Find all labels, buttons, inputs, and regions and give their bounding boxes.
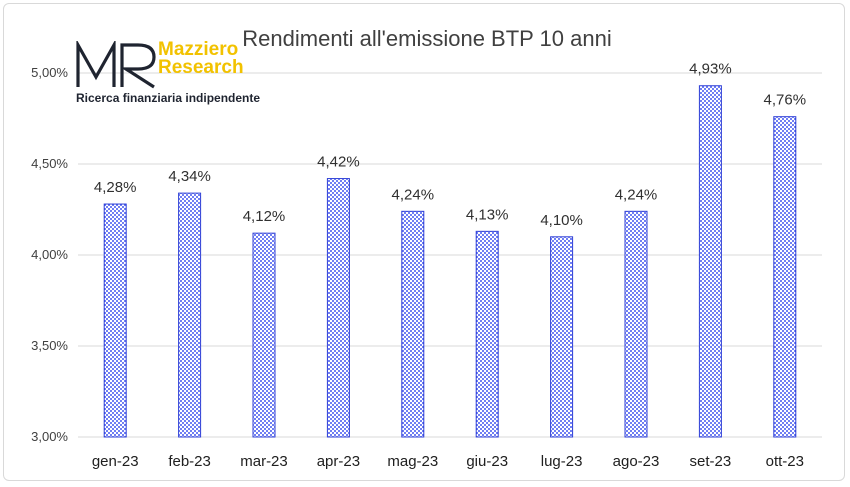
x-category-label: mar-23 bbox=[240, 453, 288, 470]
data-labels: 4,28% 4,34% 4,12% 4,42% 4,24% 4,13% 4,10% 4,24%… bbox=[94, 61, 806, 229]
brand-name-line2: Research bbox=[158, 57, 244, 78]
data-label: 4,34% bbox=[168, 168, 211, 185]
brand-name: Mazziero Research bbox=[158, 39, 244, 78]
x-category-label: feb-23 bbox=[168, 453, 211, 470]
y-axis-ticks: 3,00% 3,50% 4,00% 4,50% 5,00% bbox=[31, 65, 68, 444]
x-axis-categories: gen-23 feb-23 mar-23 apr-23 mag-23 giu-23 lug-… bbox=[92, 453, 804, 470]
data-label: 4,28% bbox=[94, 179, 137, 196]
y-tick-label: 4,00% bbox=[31, 247, 68, 262]
x-category-label: set-23 bbox=[690, 453, 732, 470]
bar bbox=[178, 192, 202, 438]
data-label: 4,12% bbox=[243, 208, 286, 225]
bar bbox=[550, 236, 574, 438]
x-category-label: ago-23 bbox=[613, 453, 660, 470]
brand-name-line1: Mazziero bbox=[158, 39, 239, 60]
x-category-label: ott-23 bbox=[766, 453, 804, 470]
bar bbox=[401, 210, 425, 438]
data-label: 4,76% bbox=[764, 92, 807, 109]
mazziero-logo-icon bbox=[76, 41, 156, 89]
y-tick-label: 5,00% bbox=[31, 65, 68, 80]
bar bbox=[326, 178, 350, 438]
bar bbox=[103, 203, 127, 438]
gridlines bbox=[78, 72, 822, 438]
y-tick-label: 3,50% bbox=[31, 338, 68, 353]
x-category-label: mag-23 bbox=[387, 453, 438, 470]
bar bbox=[475, 230, 499, 438]
data-label: 4,10% bbox=[540, 212, 583, 229]
data-label: 4,24% bbox=[615, 186, 658, 203]
y-tick-label: 4,50% bbox=[31, 156, 68, 171]
y-tick-label: 3,00% bbox=[31, 429, 68, 444]
chart-title: Rendimenti all'emissione BTP 10 anni bbox=[242, 26, 611, 51]
x-category-label: apr-23 bbox=[317, 453, 360, 470]
data-label: 4,24% bbox=[392, 186, 435, 203]
bars bbox=[103, 85, 797, 438]
x-category-label: lug-23 bbox=[541, 453, 583, 470]
bar bbox=[624, 210, 648, 438]
bar bbox=[698, 85, 722, 438]
brand-tagline: Ricerca finanziaria indipendente bbox=[76, 91, 261, 105]
data-label: 4,42% bbox=[317, 154, 360, 171]
x-category-label: gen-23 bbox=[92, 453, 139, 470]
bar bbox=[252, 232, 276, 438]
bar bbox=[773, 116, 797, 438]
data-label: 4,93% bbox=[689, 61, 732, 78]
chart-frame bbox=[3, 3, 845, 481]
data-label: 4,13% bbox=[466, 206, 509, 223]
x-category-label: giu-23 bbox=[466, 453, 508, 470]
